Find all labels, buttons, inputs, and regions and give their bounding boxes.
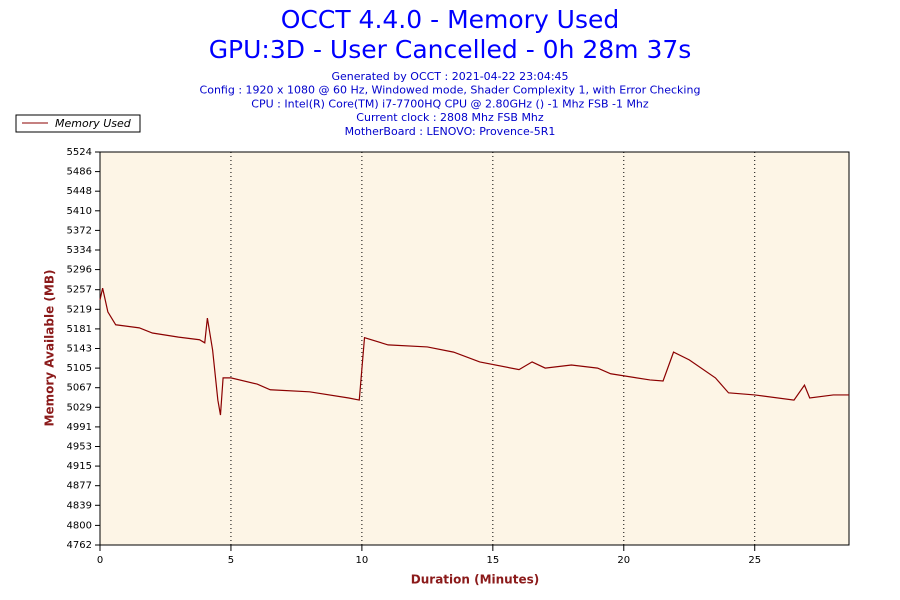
data-line [99, 288, 849, 416]
y-tick-label: 5257 [67, 285, 92, 296]
x-tick-label: 0 [97, 555, 103, 566]
info-line: Generated by OCCT : 2021-04-22 23:04:45 [331, 70, 568, 83]
y-tick-label: 5181 [67, 324, 92, 335]
x-tick-label: 15 [486, 555, 499, 566]
info-line: MotherBoard : LENOVO: Provence-5R1 [345, 125, 556, 138]
x-tick-label: 25 [748, 555, 761, 566]
y-tick-label: 4991 [67, 422, 92, 433]
y-tick-label: 4877 [67, 481, 92, 492]
x-tick-label: 5 [228, 555, 234, 566]
y-tick-label: 5029 [67, 402, 92, 413]
chart-subtitle: GPU:3D - User Cancelled - 0h 28m 37s [209, 35, 692, 64]
x-tick-label: 10 [356, 555, 369, 566]
y-tick-label: 4800 [67, 520, 92, 531]
y-tick-label: 5067 [67, 383, 92, 394]
plot-area [99, 151, 850, 546]
x-tick-label: 20 [617, 555, 630, 566]
y-tick-label: 5105 [67, 363, 92, 374]
x-axis-label: Duration (Minutes) [411, 573, 539, 587]
info-line: Config : 1920 x 1080 @ 60 Hz, Windowed m… [200, 84, 701, 97]
y-tick-label: 5410 [67, 206, 92, 217]
y-tick-label: 5143 [67, 344, 92, 355]
y-tick-label: 5372 [67, 225, 92, 236]
y-axis-label: Memory Available (MB) [43, 270, 57, 427]
chart-title: OCCT 4.4.0 - Memory Used [281, 5, 620, 34]
y-tick-label: 5334 [67, 245, 92, 256]
y-tick-label: 4915 [67, 461, 92, 472]
y-tick-label: 5524 [67, 147, 92, 158]
y-tick-label: 5296 [67, 265, 92, 276]
y-tick-label: 4839 [67, 500, 92, 511]
y-tick-label: 5219 [67, 304, 92, 315]
y-tick-label: 5448 [67, 186, 92, 197]
legend-label: Memory Used [55, 117, 132, 130]
info-line: CPU : Intel(R) Core(TM) i7-7700HQ CPU @ … [251, 97, 649, 110]
y-tick-label: 4762 [67, 540, 92, 551]
legend-box [15, 114, 141, 133]
y-tick-label: 5486 [67, 167, 92, 178]
y-tick-label: 4953 [67, 441, 92, 452]
info-line: Current clock : 2808 Mhz FSB Mhz [356, 111, 544, 124]
